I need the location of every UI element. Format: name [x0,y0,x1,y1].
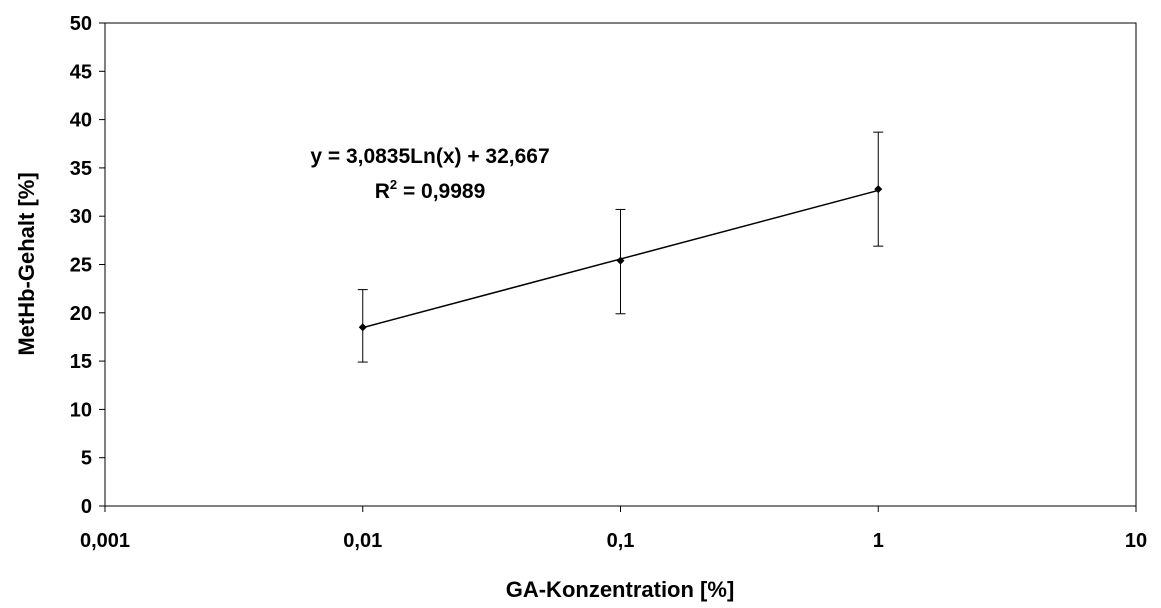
y-tick-label: 50 [70,13,92,35]
x-tick-label: 0,1 [607,530,635,552]
y-tick-label: 40 [70,110,92,132]
y-tick-label: 25 [70,255,92,277]
y-axis-ticks: 0 5 10 15 20 25 30 35 40 45 50 [70,13,105,518]
y-tick-label: 10 [70,399,92,421]
x-axis-title: GA-Konzentration [%] [506,577,735,602]
y-tick-label: 20 [70,303,92,325]
y-tick-label: 45 [70,61,92,83]
y-tick-label: 5 [81,448,92,470]
trendline-equation: y = 3,0835Ln(x) + 32,667 [310,145,549,168]
data-point [874,185,883,194]
y-tick-label: 35 [70,158,92,180]
data-points [358,185,883,332]
y-tick-label: 0 [81,496,92,518]
x-tick-label: 0,01 [343,530,382,552]
plot-area [104,22,1137,507]
data-point [616,256,625,265]
y-axis-title: MetHb-Gehalt [%] [14,172,39,355]
x-tick-label: 10 [1125,530,1147,552]
y-tick-label: 30 [70,206,92,228]
x-tick-label: 1 [873,530,884,552]
data-point [358,323,367,332]
x-tick-label: 0,001 [80,530,130,552]
r-squared-label: R2 = 0,9989 [375,177,486,203]
y-tick-label: 15 [70,351,92,373]
x-axis-ticks: 0,001 0,01 0,1 1 10 [80,506,1147,552]
